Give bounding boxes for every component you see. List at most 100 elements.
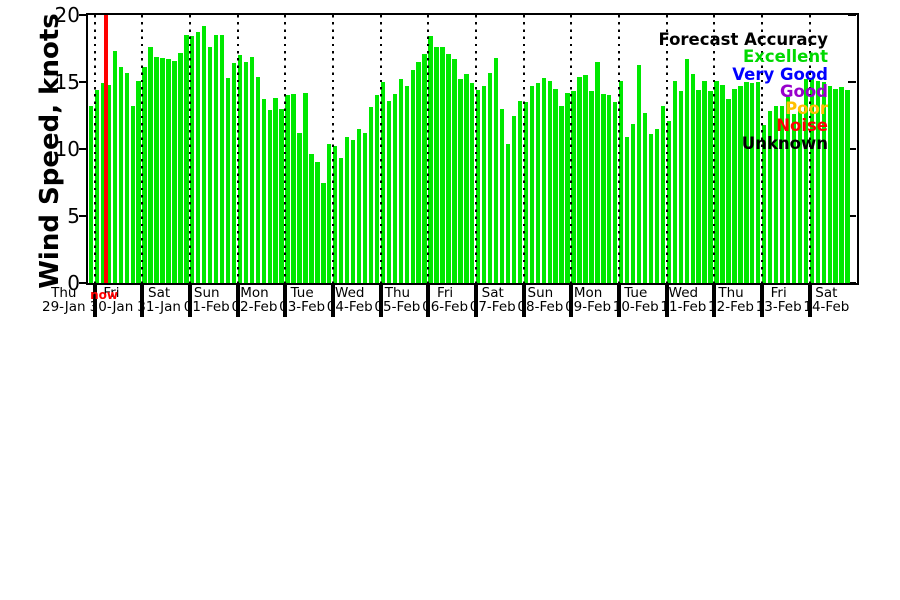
wind-speed-bar <box>750 83 755 283</box>
wind-speed-bar <box>428 36 433 283</box>
wind-speed-bar <box>380 82 386 283</box>
wind-speed-bar <box>517 100 523 283</box>
wind-speed-bar <box>726 99 731 283</box>
plot-area <box>88 15 857 283</box>
wind-speed-bar <box>166 59 171 283</box>
wind-speed-bar <box>160 57 165 283</box>
x-axis-day-name: Thu <box>51 285 77 301</box>
wind-speed-bar <box>845 90 850 283</box>
day-boundary-gridline <box>427 15 430 283</box>
wind-speed-bar <box>196 32 201 283</box>
wind-speed-bar <box>619 80 624 283</box>
x-axis-day-name: Tue <box>624 285 648 301</box>
y-tick-mark-left <box>79 14 87 16</box>
wind-speed-bar <box>261 99 266 283</box>
wind-speed-bar <box>148 47 153 283</box>
day-boundary-gridline <box>284 15 287 283</box>
y-tick-mark-right <box>848 148 856 150</box>
wind-speed-bar <box>547 80 552 283</box>
x-axis-day-date: 31-Jan <box>137 299 181 315</box>
day-boundary-gridline <box>713 15 716 283</box>
wind-speed-bar <box>583 75 588 283</box>
y-tick-label: 5 <box>67 204 80 228</box>
x-axis-day-date: 12-Feb <box>708 299 755 315</box>
wind-speed-bar <box>738 86 743 283</box>
wind-speed-bar <box>356 128 362 283</box>
wind-speed-bar <box>172 60 177 283</box>
x-axis-day-name: Sat <box>815 285 838 301</box>
x-axis-day-name: Wed <box>335 285 365 301</box>
wind-speed-bar <box>791 114 797 283</box>
wind-speed-bar <box>386 100 392 283</box>
day-boundary-tick <box>712 284 717 317</box>
wind-speed-bar <box>398 79 403 283</box>
day-boundary-gridline <box>93 15 96 283</box>
wind-speed-bar <box>344 136 350 283</box>
day-boundary-tick <box>807 284 812 317</box>
wind-speed-bar <box>136 80 141 283</box>
wind-speed-bar <box>339 158 344 283</box>
wind-speed-bar <box>362 132 368 283</box>
day-boundary-tick <box>426 284 431 317</box>
x-axis-day-date: 29-Jan <box>41 299 86 315</box>
wind-speed-bar <box>201 25 207 283</box>
wind-speed-bar <box>404 86 409 283</box>
wind-speed-bar <box>190 36 195 283</box>
wind-speed-bar <box>785 96 791 283</box>
legend-entry: Very Good <box>732 64 828 84</box>
wind-speed-bar <box>291 94 296 283</box>
wind-speed-bar <box>178 52 183 283</box>
wind-speed-bar <box>446 53 451 283</box>
wind-speed-bar <box>708 91 713 283</box>
wind-speed-bar <box>470 83 475 283</box>
wind-speed-bar <box>630 123 636 283</box>
wind-speed-bar <box>124 72 129 283</box>
wind-speed-bar <box>654 128 660 283</box>
y-tick-mark-right <box>848 215 856 217</box>
wind-speed-bar <box>142 67 147 283</box>
day-boundary-tick <box>140 284 145 317</box>
x-axis-day-date: 08-Feb <box>517 299 564 315</box>
wind-speed-bar <box>595 61 600 283</box>
x-axis-day-date: 03-Feb <box>279 299 326 315</box>
wind-speed-bar <box>607 95 612 283</box>
y-tick-label: 20 <box>54 3 80 27</box>
wind-speed-bar <box>94 90 100 283</box>
day-boundary-tick <box>378 284 383 317</box>
day-boundary-tick <box>569 284 574 317</box>
day-boundary-tick <box>759 284 764 317</box>
wind-speed-bar <box>761 124 767 283</box>
wind-speed-bar <box>225 77 231 283</box>
wind-speed-bar <box>297 132 302 283</box>
wind-speed-bar <box>106 84 112 283</box>
wind-speed-bar <box>720 84 725 283</box>
wind-speed-bar <box>797 111 803 283</box>
wind-speed-bar <box>624 136 630 283</box>
forecast-accuracy-legend: Forecast Accuracy Excellent Very Good Good… <box>658 31 828 152</box>
legend-entry: Noise <box>776 116 828 136</box>
day-boundary-gridline <box>808 15 811 283</box>
x-axis-day-date: 13-Feb <box>755 299 802 315</box>
x-axis-day-date: 14-Feb <box>803 299 850 315</box>
day-boundary-tick <box>616 284 621 317</box>
wind-speed-bar <box>773 106 779 283</box>
day-boundary-tick <box>188 284 193 317</box>
day-boundary-gridline <box>522 15 525 283</box>
y-tick-label: 0 <box>67 271 80 295</box>
wind-speed-bar <box>374 95 380 283</box>
wind-speed-bar <box>130 106 135 283</box>
wind-speed-bar <box>458 79 463 283</box>
wind-speed-bar <box>809 77 815 283</box>
day-boundary-tick <box>235 284 240 317</box>
wind-speed-bar <box>303 92 308 283</box>
y-tick-mark-left <box>79 215 87 217</box>
wind-speed-bar <box>732 88 737 283</box>
wind-speed-bar <box>213 35 219 283</box>
wind-speed-bar <box>702 80 707 283</box>
wind-speed-bar <box>815 80 820 283</box>
wind-speed-bar <box>350 139 356 283</box>
wind-speed-bar <box>827 86 832 283</box>
wind-speed-bar <box>100 83 106 283</box>
x-axis-day-name: Fri <box>103 285 120 301</box>
x-axis-day-date: 11-Feb <box>660 299 707 315</box>
